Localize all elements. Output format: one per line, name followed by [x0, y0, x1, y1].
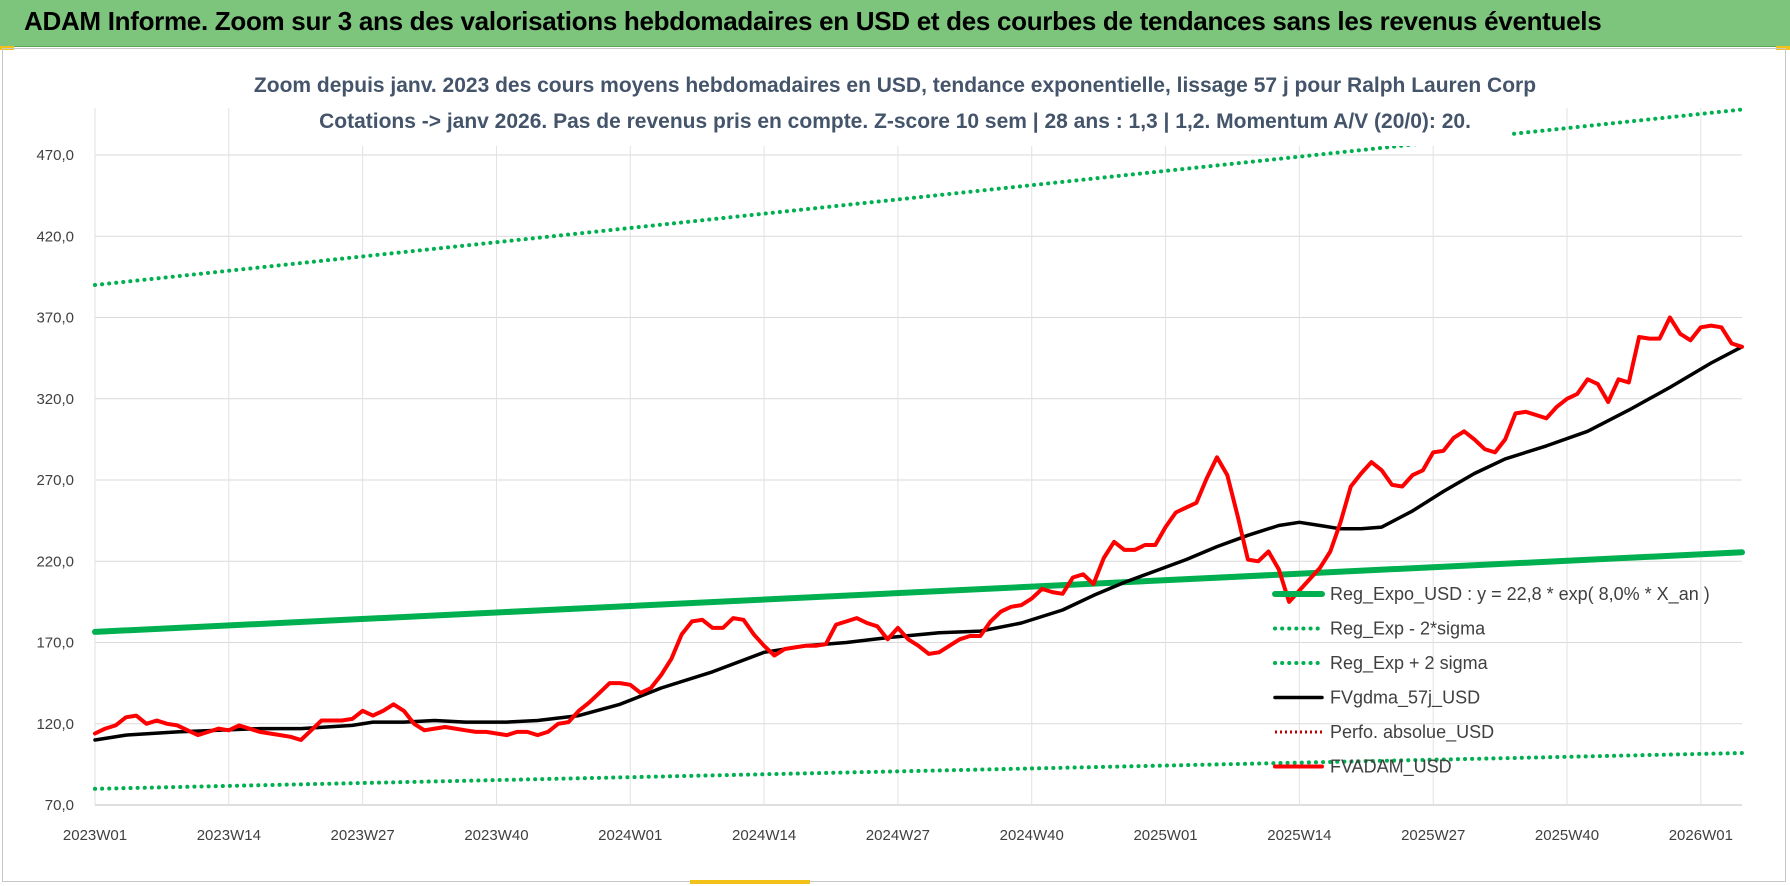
header-banner: ADAM Informe. Zoom sur 3 ans des valoris… — [0, 0, 1790, 47]
x-tick-label: 2026W01 — [1669, 827, 1733, 844]
series-line-3 — [93, 345, 1744, 742]
y-tick-label: 70,0 — [45, 797, 74, 814]
legend-label-4: Perfo. absolue_USD — [1330, 722, 1494, 743]
legend-label-2: Reg_Exp + 2 sigma — [1330, 653, 1489, 674]
chart-title-line-1: Zoom depuis janv. 2023 des cours moyens … — [254, 74, 1536, 97]
x-tick-label: 2023W01 — [63, 827, 127, 844]
chart-title-line-2: Cotations -> janv 2026. Pas de revenus p… — [319, 110, 1471, 133]
gridlines — [94, 108, 1742, 806]
series-layer — [92, 107, 1745, 791]
series-line-2 — [93, 107, 1744, 287]
x-tick-label: 2023W14 — [197, 827, 261, 844]
y-tick-label: 270,0 — [36, 472, 74, 489]
x-tick-label: 2023W27 — [331, 827, 395, 844]
legend-label-0: Reg_Expo_USD : y = 22,8 * exp( 8,0% * X_… — [1330, 584, 1710, 605]
x-tick-label: 2024W27 — [866, 827, 930, 844]
legend-label-1: Reg_Exp - 2*sigma — [1330, 619, 1486, 640]
bottom-accent — [690, 880, 810, 884]
x-tick-label: 2025W14 — [1267, 827, 1331, 844]
series-line-5 — [93, 315, 1744, 742]
series-line-1 — [93, 751, 1744, 791]
x-tick-label: 2023W40 — [464, 827, 528, 844]
series-line-0 — [92, 549, 1745, 635]
x-tick-label: 2024W14 — [732, 827, 796, 844]
y-tick-label: 320,0 — [36, 391, 74, 408]
y-tick-label: 420,0 — [36, 228, 74, 245]
y-tick-label: 470,0 — [36, 147, 74, 164]
y-tick-label: 220,0 — [36, 553, 74, 570]
legend-label-3: FVgdma_57j_USD — [1330, 688, 1480, 709]
legend: Reg_Expo_USD : y = 22,8 * exp( 8,0% * X_… — [1272, 584, 1710, 778]
chart-area-border — [2, 48, 1786, 882]
y-tick-label: 370,0 — [36, 310, 74, 327]
chart-title-background — [270, 64, 1510, 146]
y-axis-ticks: 70,0 120,0 170,0 220,0 270,0 320,0 370,0 420,0 4… — [36, 147, 74, 814]
y-tick-label: 170,0 — [36, 635, 74, 652]
x-axis-ticks: 2023W01 2023W14 2023W27 2023W40 2024W01 2024W… — [63, 827, 1733, 844]
x-tick-label: 2024W01 — [598, 827, 662, 844]
y-tick-label: 120,0 — [36, 716, 74, 733]
page-title: ADAM Informe. Zoom sur 3 ans des valoris… — [24, 6, 1602, 36]
legend-label-5: FVADAM_USD — [1330, 757, 1452, 778]
x-tick-label: 2025W27 — [1401, 827, 1465, 844]
x-tick-label: 2024W40 — [1000, 827, 1064, 844]
x-tick-label: 2025W40 — [1535, 827, 1599, 844]
x-tick-label: 2025W01 — [1133, 827, 1197, 844]
